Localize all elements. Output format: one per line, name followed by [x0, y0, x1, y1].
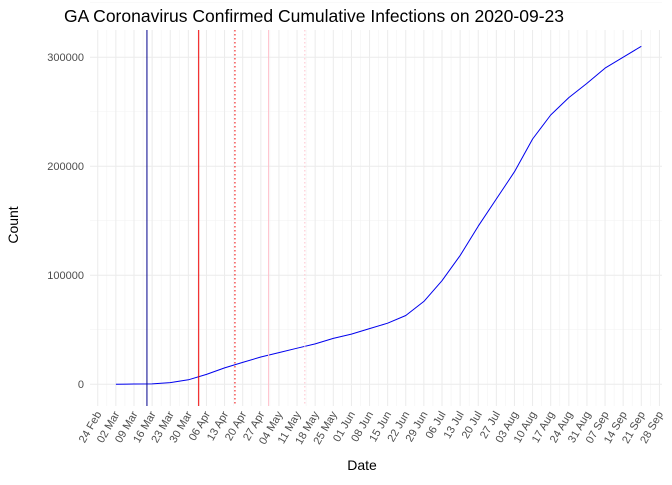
y-axis-ticks: 0 100000 200000 300000	[47, 52, 84, 391]
data-layer	[115, 45, 642, 385]
x-axis-title: Date	[347, 457, 377, 473]
y-tick-label: 200000	[47, 161, 84, 173]
infections-series-line	[115, 45, 642, 385]
major-gridlines	[90, 30, 662, 406]
y-tick-label: 100000	[47, 270, 84, 282]
reference-lines	[146, 30, 306, 406]
y-tick-label: 0	[78, 379, 84, 391]
y-tick-label: 300000	[47, 52, 84, 64]
y-axis-title: Count	[5, 206, 21, 243]
chart-title: GA Coronavirus Confirmed Cumulative Infe…	[64, 6, 564, 26]
minor-gridlines	[90, 2, 662, 406]
